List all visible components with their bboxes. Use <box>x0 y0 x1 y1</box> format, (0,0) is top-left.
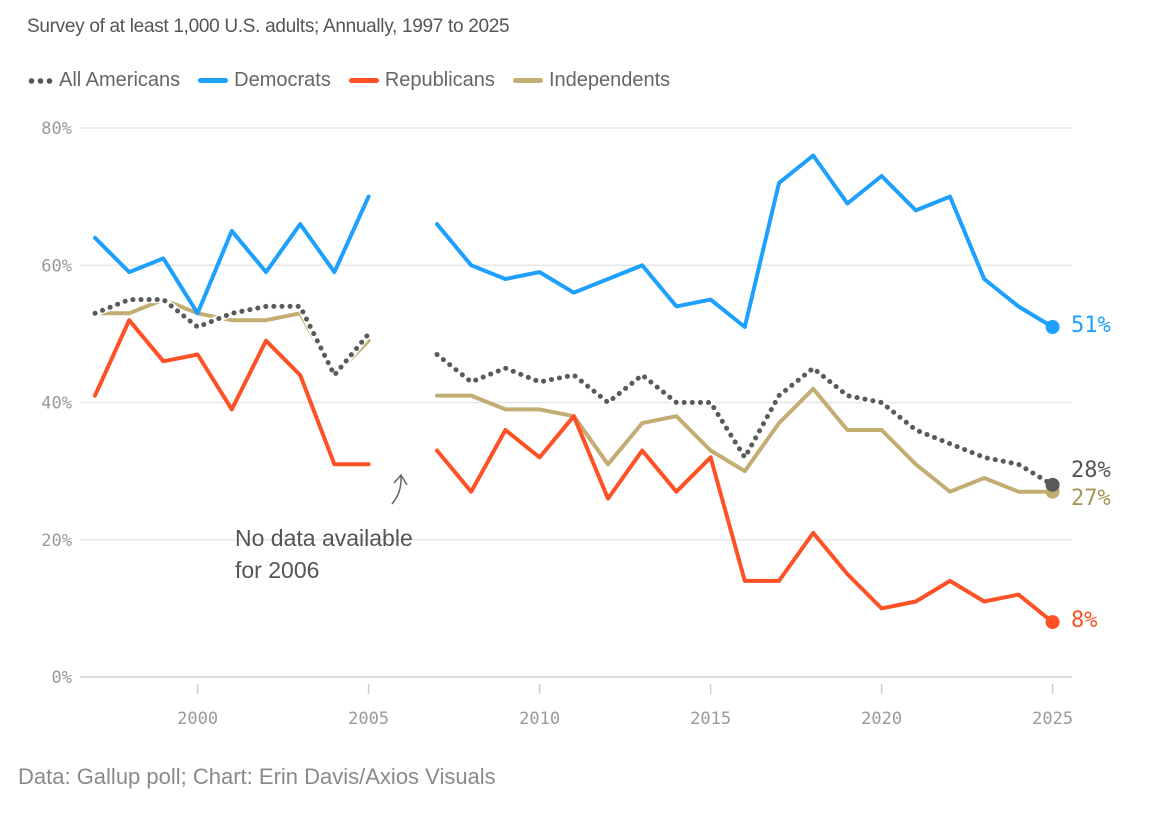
x-tick-label: 2010 <box>519 709 560 729</box>
y-tick-label: 0% <box>52 668 72 688</box>
end-value-label: 27% <box>1071 486 1111 511</box>
chart-subtitle: Survey of at least 1,000 U.S. adults; An… <box>27 16 510 37</box>
x-tick-label: 2005 <box>348 709 389 729</box>
y-tick-label: 60% <box>41 256 72 276</box>
x-tick-label: 2020 <box>861 709 902 729</box>
end-point <box>1045 320 1060 335</box>
x-tick-label: 2025 <box>1032 709 1073 729</box>
y-tick-label: 20% <box>41 531 72 551</box>
end-point <box>1045 615 1060 630</box>
legend-independents: Independents <box>512 69 671 92</box>
series-line-democrats <box>93 153 1055 329</box>
legend-label: Republicans <box>384 69 495 91</box>
legend-swatch <box>348 78 379 83</box>
legend-swatch <box>512 78 543 83</box>
legend-republicans: Republicans <box>348 69 495 92</box>
end-value-label: 8% <box>1071 608 1098 633</box>
series-line-all-americans <box>92 297 1056 488</box>
x-tick-label: 2000 <box>177 709 218 729</box>
y-tick-label: 40% <box>41 394 72 414</box>
legend: All Americans Democrats Republicans Inde… <box>27 69 670 92</box>
end-value-label: 51% <box>1071 313 1111 338</box>
x-tick-label: 2015 <box>690 709 731 729</box>
legend-label: Democrats <box>234 69 331 91</box>
legend-label: All Americans <box>59 69 181 91</box>
legend-all-americans: All Americans <box>27 69 180 92</box>
legend-swatch <box>198 78 229 83</box>
end-point <box>1045 477 1060 492</box>
legend-swatch-dotted <box>27 77 53 84</box>
annotation-arrow-icon <box>391 473 408 505</box>
legend-label: Independents <box>548 69 671 91</box>
y-tick-label: 80% <box>41 119 72 139</box>
legend-democrats: Democrats <box>198 69 331 92</box>
series-line-republicans <box>93 318 1055 625</box>
annotation-line1: No data available <box>235 525 413 551</box>
annotation-line2: for 2006 <box>235 557 319 583</box>
end-value-label: 28% <box>1071 458 1111 483</box>
chart-footer: Data: Gallup poll; Chart: Erin Davis/Axi… <box>18 764 496 789</box>
no-data-annotation: No data available for 2006 <box>235 473 413 583</box>
